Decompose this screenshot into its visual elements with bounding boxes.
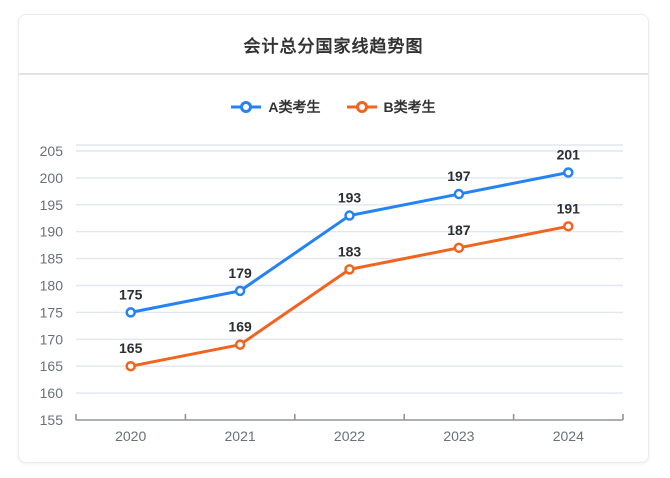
- data-point-label: 179: [228, 265, 252, 281]
- legend-item-a[interactable]: A类考生: [231, 97, 321, 117]
- y-tick-label: 165: [40, 358, 64, 374]
- data-point-marker: [234, 339, 246, 350]
- chart-title: 会计总分国家线趋势图: [243, 36, 424, 56]
- y-tick-label: 195: [40, 197, 64, 213]
- x-tick-label: 2022: [334, 428, 365, 444]
- data-point-marker: [125, 307, 136, 318]
- y-tick-label: 180: [40, 278, 64, 294]
- data-point-marker: [453, 242, 465, 254]
- y-tick-label: 185: [40, 251, 64, 267]
- data-point-marker: [344, 264, 355, 275]
- x-tick-label: 2020: [115, 428, 146, 444]
- data-point-label: 201: [557, 147, 581, 163]
- data-point-label: 197: [447, 168, 471, 184]
- data-point-label: 193: [338, 190, 362, 206]
- chart-section: A类考生 B类考生 155 160 165 170 175 180 185 190 195 200 2…: [19, 75, 648, 460]
- data-point-label: 183: [338, 243, 362, 259]
- y-tick-label: 205: [40, 143, 64, 159]
- y-tick-label: 200: [40, 170, 64, 186]
- data-point-marker: [125, 360, 136, 372]
- data-point-label: 191: [557, 200, 581, 216]
- legend: A类考生 B类考生: [19, 97, 648, 117]
- x-tick-label: 2021: [225, 428, 256, 444]
- legend-item-label: A类考生: [268, 99, 321, 115]
- data-point-label: 175: [119, 286, 143, 302]
- chart-card-header: 会计总分国家线趋势图: [19, 15, 648, 75]
- y-tick-label: 160: [40, 385, 64, 401]
- legend-line-marker-icon: [231, 101, 262, 113]
- chart-card: 会计总分国家线趋势图 A类考生 B类考生 155 160 165 170 175 180 18…: [18, 14, 649, 463]
- x-tick-label: 2024: [553, 428, 584, 444]
- data-point-label: 187: [447, 222, 471, 238]
- chart-canvas: 155 160 165 170 175 180 185 190 195 200 205 2020 202…: [40, 143, 624, 444]
- data-point-marker: [453, 188, 465, 200]
- y-tick-label: 175: [40, 304, 64, 320]
- x-tick-label: 2023: [443, 428, 474, 444]
- legend-line-marker-icon: [346, 101, 377, 113]
- y-tick-label: 155: [40, 412, 64, 428]
- data-point-marker: [344, 210, 355, 221]
- data-point-marker: [563, 167, 574, 178]
- data-point-marker: [563, 221, 574, 232]
- legend-item-b[interactable]: B类考生: [346, 97, 436, 117]
- data-point-label: 165: [119, 340, 143, 356]
- data-point-label: 169: [228, 319, 252, 335]
- data-point-marker: [234, 285, 246, 297]
- legend-item-label: B类考生: [383, 99, 436, 115]
- y-tick-label: 190: [40, 224, 64, 240]
- y-tick-label: 170: [40, 331, 64, 347]
